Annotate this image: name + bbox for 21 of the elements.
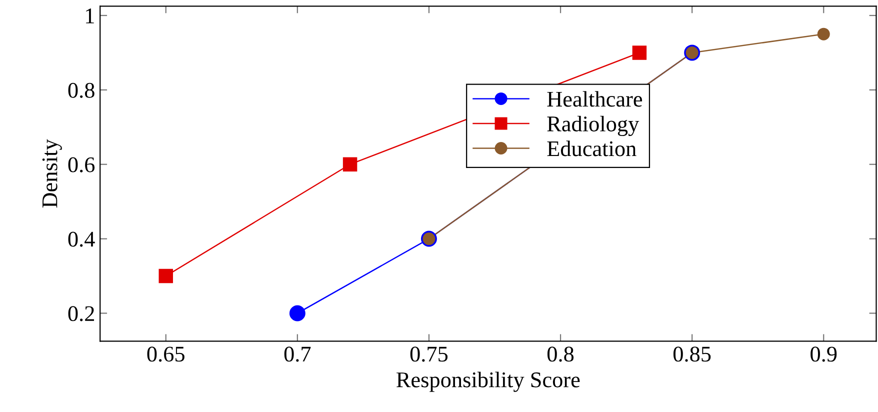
y-tick-label: 0.4 [68,232,95,247]
point [158,268,173,284]
y-axis-title: Density [42,139,62,208]
point [817,28,830,40]
x-tick-label: 0.8 [547,346,574,362]
y-tick-label: 0.6 [68,157,95,172]
y-tick-label: 0.2 [68,306,94,322]
point [342,157,358,172]
point [289,305,306,322]
y-tick-label: 1 [86,8,94,24]
x-tick-label: 0.65 [147,346,184,362]
legend-label: Healthcare [547,91,642,107]
x-tick-label: 0.7 [284,346,311,362]
x-axis-title: Responsibility Score [396,372,580,392]
legend-label: Education [547,140,636,156]
y-tick-label: 0.8 [68,82,94,98]
x-tick-label: 0.75 [410,346,448,362]
point [632,46,647,60]
legend-label: Radiology [547,116,640,136]
x-tick-label: 0.85 [673,346,711,362]
x-tick-label: 0.9 [810,346,837,362]
